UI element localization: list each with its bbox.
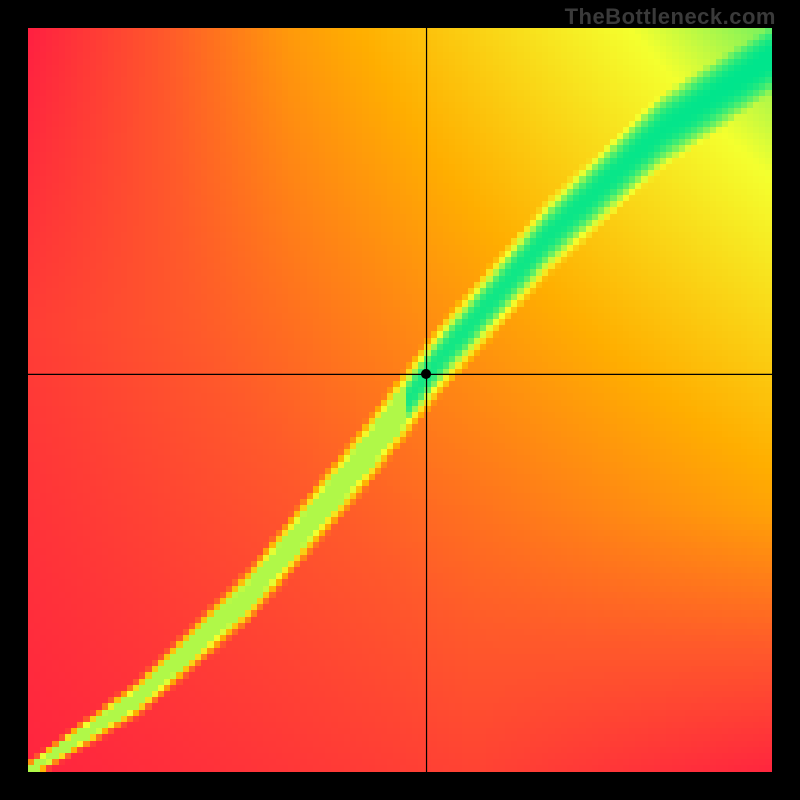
- heatmap-canvas: [28, 28, 772, 772]
- watermark-text: TheBottleneck.com: [565, 4, 776, 30]
- heatmap-plot: [28, 28, 772, 772]
